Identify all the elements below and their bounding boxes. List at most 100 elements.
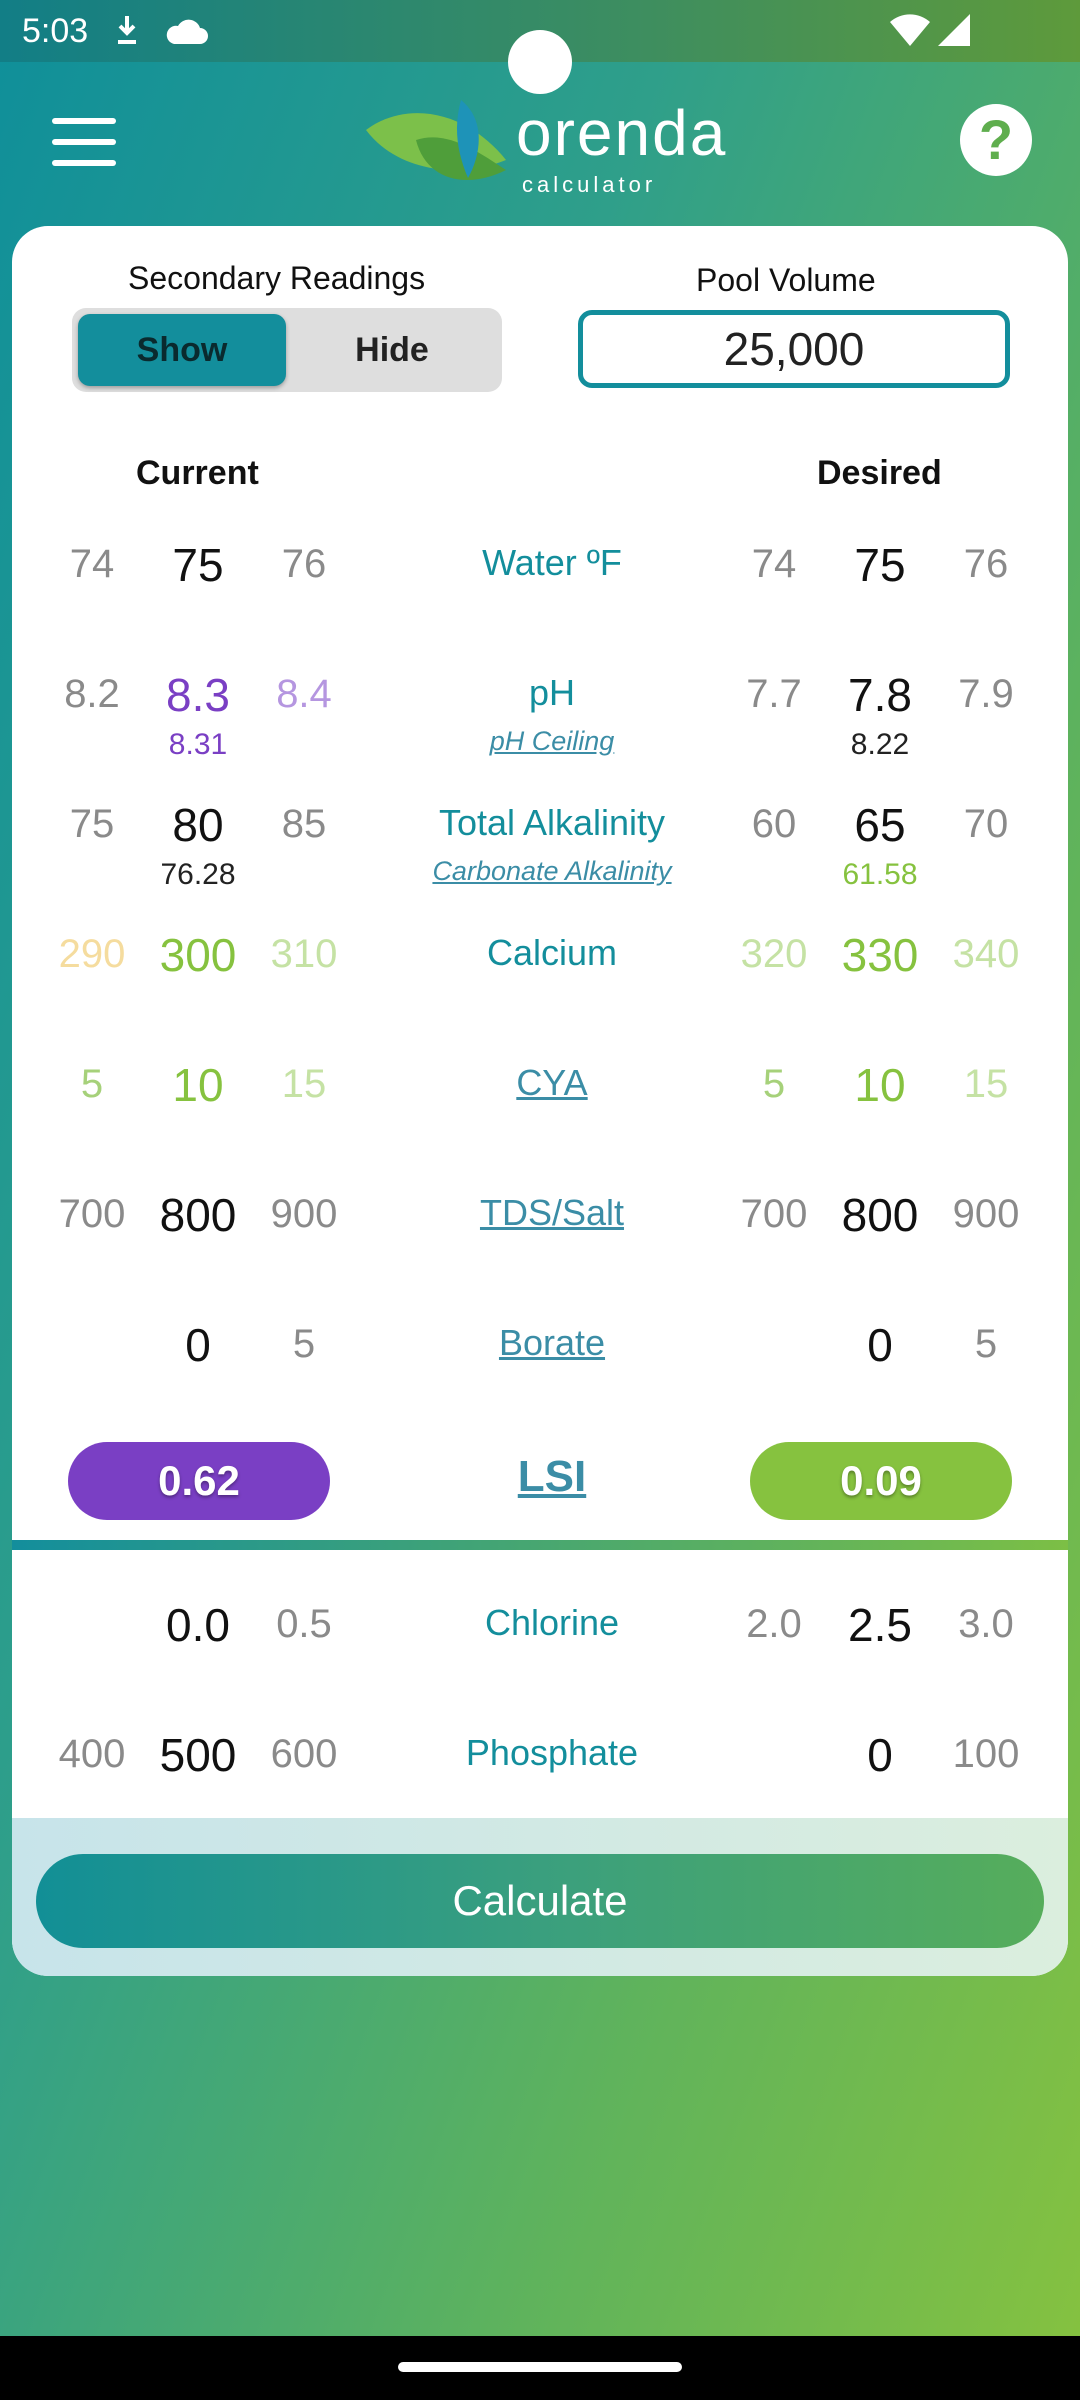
desired-high[interactable]: 5 xyxy=(974,1322,998,1366)
desired-value[interactable]: 330 xyxy=(841,929,919,981)
current-value[interactable]: 500 xyxy=(159,1729,237,1781)
desired-low[interactable]: 74 xyxy=(751,542,797,586)
current-high[interactable]: 310 xyxy=(270,932,338,976)
row-borate: 0 5 Borate 0 5 xyxy=(12,1316,1068,1446)
row-phosphate: 400 500 600 Phosphate 0 100 xyxy=(12,1726,1068,1856)
logo-wordmark: orenda xyxy=(516,97,728,169)
row-chlorine: 0.0 0.5 Chlorine 2.0 2.5 3.0 xyxy=(12,1596,1068,1726)
current-high[interactable]: 76 xyxy=(281,542,327,586)
desired-low[interactable]: 700 xyxy=(740,1192,808,1236)
section-divider xyxy=(12,1540,1068,1550)
status-time: 5:03 xyxy=(22,12,89,50)
current-low[interactable]: 74 xyxy=(69,542,115,586)
desired-low[interactable]: 60 xyxy=(751,802,797,846)
desired-high[interactable]: 15 xyxy=(963,1062,1009,1106)
row-total-alkalinity: 75 80 76.28 85 Total Alkalinity Carbonat… xyxy=(12,796,1068,926)
calculate-button[interactable]: Calculate xyxy=(36,1854,1044,1948)
secondary-readings-label: Secondary Readings xyxy=(128,260,426,296)
desired-value[interactable]: 800 xyxy=(841,1189,919,1241)
desired-value[interactable]: 10 xyxy=(854,1059,906,1111)
desired-low[interactable]: 5 xyxy=(762,1062,786,1106)
lsi-link[interactable]: LSI xyxy=(517,1452,587,1501)
desired-high[interactable]: 340 xyxy=(952,932,1020,976)
current-value[interactable]: 800 xyxy=(159,1189,237,1241)
row-label-chlorine: Chlorine xyxy=(484,1602,620,1643)
lsi-current-badge: 0.62 xyxy=(68,1442,330,1520)
current-low[interactable]: 290 xyxy=(58,932,126,976)
desired-high[interactable]: 100 xyxy=(952,1732,1020,1776)
desired-value[interactable]: 65 xyxy=(854,799,906,851)
download-status-icon xyxy=(118,16,136,44)
hamburger-menu-icon[interactable] xyxy=(52,118,116,166)
desired-value[interactable]: 7.8 xyxy=(848,669,912,721)
calculate-area: Calculate xyxy=(12,1818,1068,1976)
home-gesture-handle[interactable] xyxy=(398,2362,682,2372)
ph-ceiling-link[interactable]: pH Ceiling xyxy=(489,726,615,756)
current-high[interactable]: 5 xyxy=(292,1322,316,1366)
current-low[interactable]: 8.2 xyxy=(64,672,120,716)
row-water: 74 75 76 Water ºF 74 75 76 xyxy=(12,536,1068,666)
current-high[interactable]: 15 xyxy=(281,1062,327,1106)
row-label-calcium: Calcium xyxy=(486,932,618,973)
desired-high[interactable]: 76 xyxy=(963,542,1009,586)
current-value[interactable]: 75 xyxy=(172,539,224,591)
desired-sub-value: 8.22 xyxy=(850,728,910,761)
current-value[interactable]: 300 xyxy=(159,929,237,981)
current-low[interactable]: 700 xyxy=(58,1192,126,1236)
current-high[interactable]: 0.5 xyxy=(276,1602,332,1646)
cloud-icon xyxy=(166,19,208,44)
current-sub-value: 8.31 xyxy=(168,728,228,761)
current-column-header: Current xyxy=(136,454,259,492)
desired-value[interactable]: 2.5 xyxy=(848,1599,912,1651)
row-tds-salt: 700 800 900 TDS/Salt 700 800 900 xyxy=(12,1186,1068,1316)
current-high[interactable]: 900 xyxy=(270,1192,338,1236)
desired-high[interactable]: 70 xyxy=(963,802,1009,846)
battery-icon xyxy=(1000,10,1054,50)
toggle-hide-button[interactable]: Hide xyxy=(355,331,429,369)
desired-value[interactable]: 0 xyxy=(867,1319,893,1371)
current-low[interactable]: 75 xyxy=(69,802,115,846)
current-sub-value: 76.28 xyxy=(160,858,236,891)
wifi-icon xyxy=(890,14,930,46)
row-label-water: Water ºF xyxy=(482,542,622,583)
desired-column-header: Desired xyxy=(817,454,942,492)
current-value[interactable]: 10 xyxy=(172,1059,224,1111)
desired-high[interactable]: 7.9 xyxy=(958,672,1014,716)
camera-cutout xyxy=(508,30,572,94)
current-low[interactable]: 400 xyxy=(58,1732,126,1776)
desired-value[interactable]: 0 xyxy=(867,1729,893,1781)
desired-high[interactable]: 3.0 xyxy=(958,1602,1014,1646)
current-value[interactable]: 0.0 xyxy=(166,1599,230,1651)
row-label-cya[interactable]: CYA xyxy=(516,1062,588,1103)
row-label-tds-salt[interactable]: TDS/Salt xyxy=(479,1192,625,1233)
system-nav-bar xyxy=(0,2336,1080,2400)
current-high[interactable]: 8.4 xyxy=(276,672,332,716)
logo-subtitle: calculator xyxy=(522,172,657,197)
current-high[interactable]: 85 xyxy=(281,802,327,846)
desired-low[interactable]: 320 xyxy=(740,932,808,976)
row-calcium: 290 300 310 Calcium 320 330 340 xyxy=(12,926,1068,1056)
desired-value[interactable]: 75 xyxy=(854,539,906,591)
current-high[interactable]: 600 xyxy=(270,1732,338,1776)
current-low[interactable]: 5 xyxy=(80,1062,104,1106)
desired-sub-value: 61.58 xyxy=(842,858,918,891)
current-value[interactable]: 0 xyxy=(185,1319,211,1371)
toggle-show-button[interactable]: Show xyxy=(78,314,286,386)
pool-volume-input[interactable]: 25,000 xyxy=(578,310,1010,388)
app-header: orenda calculator ? xyxy=(0,62,1080,222)
row-label-borate[interactable]: Borate xyxy=(498,1322,606,1363)
row-label-total-alkalinity: Total Alkalinity xyxy=(438,802,666,843)
help-icon[interactable]: ? xyxy=(960,104,1032,176)
orenda-logo: orenda calculator xyxy=(356,80,726,210)
calculator-card: Secondary Readings Show Hide Pool Volume… xyxy=(12,226,1068,1976)
current-value[interactable]: 80 xyxy=(172,799,224,851)
row-ph: 8.2 8.3 8.31 8.4 pH pH Ceiling 7.7 7.8 8… xyxy=(12,666,1068,796)
signal-icon xyxy=(938,14,970,46)
desired-low[interactable]: 7.7 xyxy=(746,672,802,716)
desired-high[interactable]: 900 xyxy=(952,1192,1020,1236)
row-label-ph: pH xyxy=(528,672,576,713)
lsi-desired-badge: 0.09 xyxy=(750,1442,1012,1520)
current-value[interactable]: 8.3 xyxy=(166,669,230,721)
desired-low[interactable]: 2.0 xyxy=(746,1602,802,1646)
carbonate-alkalinity-link[interactable]: Carbonate Alkalinity xyxy=(432,856,672,886)
